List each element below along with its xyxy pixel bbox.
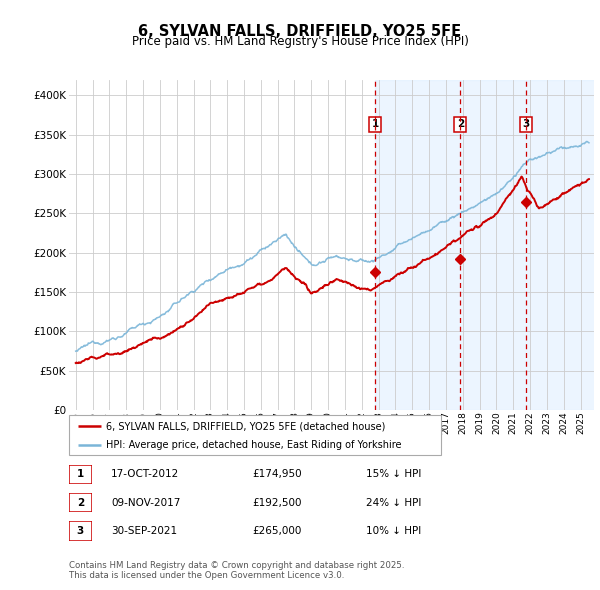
Text: 3: 3 — [77, 526, 84, 536]
Text: 2: 2 — [77, 498, 84, 507]
FancyBboxPatch shape — [69, 493, 92, 512]
Text: 15% ↓ HPI: 15% ↓ HPI — [366, 470, 421, 479]
Text: 24% ↓ HPI: 24% ↓ HPI — [366, 498, 421, 507]
Text: £192,500: £192,500 — [252, 498, 302, 507]
Text: HPI: Average price, detached house, East Riding of Yorkshire: HPI: Average price, detached house, East… — [106, 440, 402, 450]
Text: £174,950: £174,950 — [252, 470, 302, 479]
Text: 2: 2 — [457, 119, 464, 129]
Text: 30-SEP-2021: 30-SEP-2021 — [111, 526, 177, 536]
Text: 1: 1 — [77, 470, 84, 479]
Text: 6, SYLVAN FALLS, DRIFFIELD, YO25 5FE: 6, SYLVAN FALLS, DRIFFIELD, YO25 5FE — [139, 24, 461, 38]
Text: 6, SYLVAN FALLS, DRIFFIELD, YO25 5FE (detached house): 6, SYLVAN FALLS, DRIFFIELD, YO25 5FE (de… — [106, 421, 386, 431]
FancyBboxPatch shape — [69, 522, 92, 540]
Text: This data is licensed under the Open Government Licence v3.0.: This data is licensed under the Open Gov… — [69, 571, 344, 580]
Text: Contains HM Land Registry data © Crown copyright and database right 2025.: Contains HM Land Registry data © Crown c… — [69, 560, 404, 569]
Text: 1: 1 — [371, 119, 379, 129]
Text: 10% ↓ HPI: 10% ↓ HPI — [366, 526, 421, 536]
Text: 17-OCT-2012: 17-OCT-2012 — [111, 470, 179, 479]
Text: 09-NOV-2017: 09-NOV-2017 — [111, 498, 181, 507]
Text: Price paid vs. HM Land Registry's House Price Index (HPI): Price paid vs. HM Land Registry's House … — [131, 35, 469, 48]
FancyBboxPatch shape — [69, 415, 441, 455]
Bar — [375, 80, 600, 410]
Text: £265,000: £265,000 — [252, 526, 301, 536]
FancyBboxPatch shape — [69, 465, 92, 484]
Text: 3: 3 — [522, 119, 529, 129]
